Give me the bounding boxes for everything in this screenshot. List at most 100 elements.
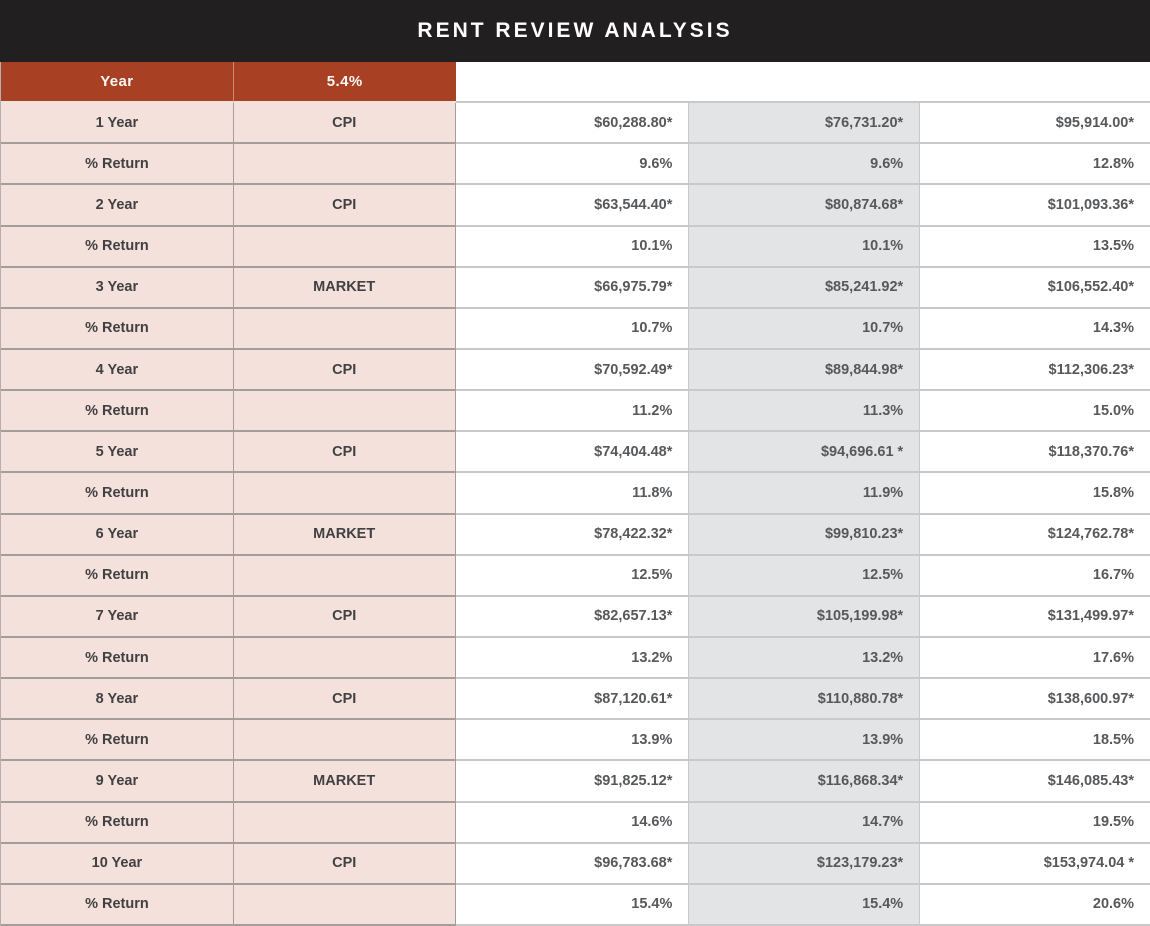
value-cell-scenario-3: 20.6% [920, 884, 1150, 926]
table-row: 3 Year MARKET $66,975.79* $85,241.92* $1… [1, 267, 1150, 309]
table-body: Year 5.4% 1 Year CPI $60,288.80* $76,731… [0, 62, 1150, 926]
row-label-cell: % Return [1, 144, 234, 186]
row-label-cell: 1 Year [1, 103, 234, 145]
review-type-cell [233, 720, 456, 762]
value-cell-scenario-2: 14.7% [689, 802, 921, 844]
value-cell-scenario-3: 18.5% [920, 720, 1150, 762]
review-type-cell: CPI [233, 103, 456, 145]
value-cell-scenario-2: $99,810.23* [689, 514, 921, 556]
row-label-cell: 7 Year [1, 596, 234, 638]
value-cell-scenario-2: 13.9% [689, 720, 921, 762]
row-label-cell: 8 Year [1, 679, 234, 721]
review-type-cell [233, 884, 456, 926]
value-cell-scenario-3: $95,914.00* [920, 103, 1150, 145]
value-cell-scenario-1: 13.2% [455, 637, 690, 680]
review-type-cell [233, 802, 456, 844]
table-row: 1 Year CPI $60,288.80* $76,731.20* $95,9… [1, 103, 1150, 145]
value-cell-scenario-3: $101,093.36* [920, 185, 1150, 227]
table-row: % Return 15.4% 15.4% 20.6% [1, 884, 1150, 926]
value-cell-scenario-2: $80,874.68* [689, 185, 921, 227]
table-row: % Return 14.6% 14.7% 19.5% [1, 802, 1150, 844]
table-row: % Return 9.6% 9.6% 12.8% [1, 144, 1150, 186]
value-cell-scenario-1: 12.5% [455, 555, 690, 597]
review-type-cell: CPI [233, 596, 456, 638]
value-cell-scenario-3: $131,499.97* [920, 596, 1150, 638]
table-row: 10 Year CPI $96,783.68* $123,179.23* $15… [1, 843, 1150, 885]
table-row: 8 Year CPI $87,120.61* $110,880.78* $138… [1, 679, 1150, 721]
value-cell-scenario-3: 15.8% [920, 473, 1150, 515]
value-cell-scenario-3: 14.3% [920, 308, 1150, 350]
value-cell-scenario-2: 10.7% [689, 308, 921, 350]
row-label-cell: % Return [1, 226, 234, 268]
review-type-cell: MARKET [233, 267, 456, 309]
row-label-cell: 6 Year [1, 514, 234, 556]
value-cell-scenario-2: 10.1% [689, 226, 921, 268]
subheader-year-cell: Year [1, 62, 234, 104]
table-row: % Return 10.1% 10.1% 13.5% [1, 226, 1150, 268]
row-label-cell: % Return [1, 308, 234, 350]
table-row: 5 Year CPI $74,404.48* $94,696.61 * $118… [1, 432, 1150, 474]
value-cell-scenario-1: $96,783.68* [455, 843, 690, 885]
row-label-cell: % Return [1, 884, 234, 926]
value-cell-scenario-1: $70,592.49* [455, 349, 690, 392]
value-cell-scenario-2: $76,731.20* [689, 103, 921, 145]
row-label-cell: % Return [1, 802, 234, 844]
row-label-cell: % Return [1, 637, 234, 680]
value-cell-scenario-3: $112,306.23* [920, 349, 1150, 392]
value-cell-scenario-3: 12.8% [920, 144, 1150, 186]
value-cell-scenario-2: $94,696.61 * [689, 432, 921, 474]
row-label-cell: 9 Year [1, 761, 234, 803]
page-title: RENT REVIEW ANALYSIS [417, 19, 733, 42]
value-cell-scenario-2: 12.5% [689, 555, 921, 597]
value-cell-scenario-1: $91,825.12* [455, 761, 690, 803]
value-cell-scenario-2: $89,844.98* [689, 349, 921, 392]
value-cell-scenario-3: 16.7% [920, 555, 1150, 597]
value-cell-scenario-2: 15.4% [689, 884, 921, 926]
value-cell-scenario-1: $87,120.61* [455, 679, 690, 721]
value-cell-scenario-2: 9.6% [689, 144, 921, 186]
review-type-cell: CPI [233, 349, 456, 392]
value-cell-scenario-1: 13.9% [455, 720, 690, 762]
value-cell-scenario-2: $123,179.23* [689, 843, 921, 885]
value-cell-scenario-1: $60,288.80* [455, 103, 690, 145]
value-cell-scenario-2: $85,241.92* [689, 267, 921, 309]
row-label-cell: 3 Year [1, 267, 234, 309]
table-row: % Return 12.5% 12.5% 16.7% [1, 555, 1150, 597]
table-row: 4 Year CPI $70,592.49* $89,844.98* $112,… [1, 349, 1150, 392]
value-cell-scenario-2: $105,199.98* [689, 596, 921, 638]
table-row: 7 Year CPI $82,657.13* $105,199.98* $131… [1, 596, 1150, 638]
value-cell-scenario-1: $74,404.48* [455, 432, 690, 474]
review-type-cell [233, 144, 456, 186]
value-cell-scenario-1: 11.8% [455, 473, 690, 515]
value-cell-scenario-1: 10.1% [455, 226, 690, 268]
value-cell-scenario-3: 13.5% [920, 226, 1150, 268]
review-type-cell: CPI [233, 679, 456, 721]
value-cell-scenario-1: $66,975.79* [455, 267, 690, 309]
review-type-cell [233, 391, 456, 433]
row-label-cell: % Return [1, 720, 234, 762]
value-cell-scenario-3: 19.5% [920, 802, 1150, 844]
row-label-cell: 5 Year [1, 432, 234, 474]
value-cell-scenario-2: $110,880.78* [689, 679, 921, 721]
row-label-cell: 4 Year [1, 349, 234, 392]
value-cell-scenario-3: $124,762.78* [920, 514, 1150, 556]
row-label-cell: 10 Year [1, 843, 234, 885]
table-row: % Return 13.9% 13.9% 18.5% [1, 720, 1150, 762]
review-type-cell [233, 226, 456, 268]
value-cell-scenario-3: $153,974.04 * [920, 843, 1150, 885]
subheader-rate-cell: 5.4% [233, 62, 456, 104]
value-cell-scenario-3: $146,085.43* [920, 761, 1150, 803]
review-type-cell: CPI [233, 843, 456, 885]
table-row: 6 Year MARKET $78,422.32* $99,810.23* $1… [1, 514, 1150, 556]
value-cell-scenario-3: 17.6% [920, 637, 1150, 680]
table-row: % Return 10.7% 10.7% 14.3% [1, 308, 1150, 350]
review-type-cell: MARKET [233, 761, 456, 803]
value-cell-scenario-1: $82,657.13* [455, 596, 690, 638]
table-row: 2 Year CPI $63,544.40* $80,874.68* $101,… [1, 185, 1150, 227]
title-bar: RENT REVIEW ANALYSIS [0, 0, 1150, 62]
table-row: 9 Year MARKET $91,825.12* $116,868.34* $… [1, 761, 1150, 803]
value-cell-scenario-3: 15.0% [920, 391, 1150, 433]
value-cell-scenario-1: 15.4% [455, 884, 690, 926]
review-type-cell [233, 637, 456, 680]
